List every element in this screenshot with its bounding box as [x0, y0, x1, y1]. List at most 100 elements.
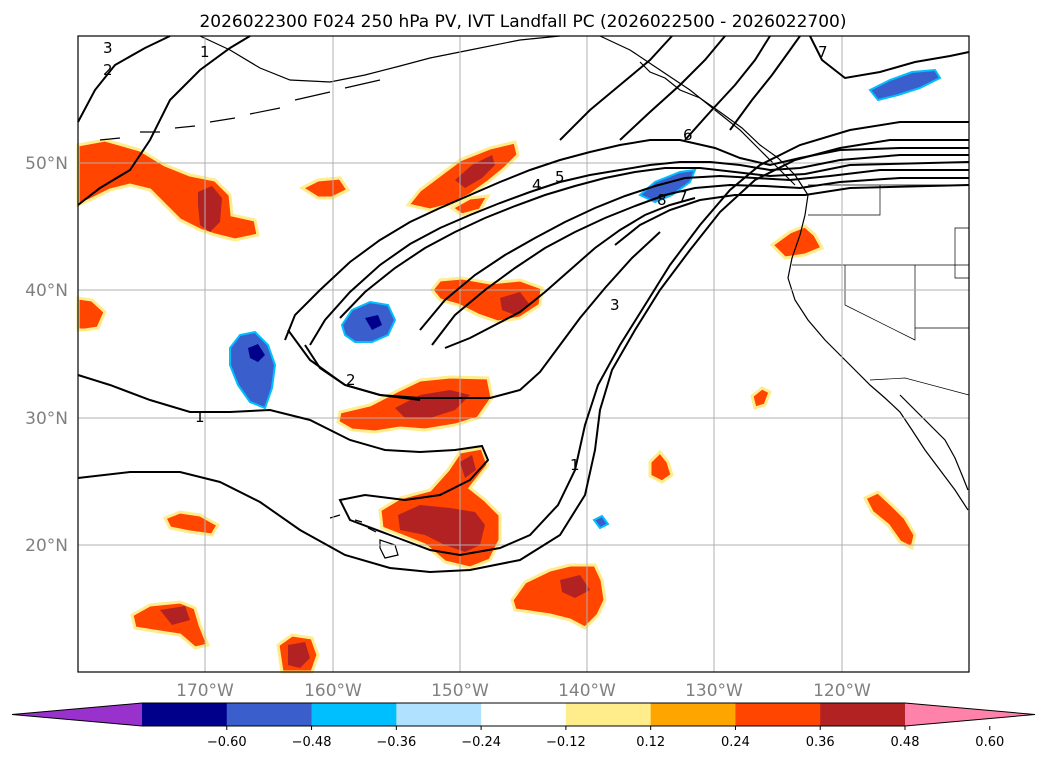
colorbar-segment [396, 703, 482, 726]
colorbar-segment [565, 703, 652, 726]
neg-blob-inner [365, 315, 382, 330]
colorbar-segment [481, 703, 567, 726]
state-border [954, 227, 969, 279]
shade-blob [648, 449, 674, 484]
colorbar-segment [650, 703, 736, 726]
shade-blob-inner [460, 455, 476, 478]
contour-1-outer [77, 139, 969, 574]
contour-label: 1 [195, 408, 205, 426]
us-mexico-border [869, 377, 970, 396]
contour-label: 3 [610, 296, 620, 314]
lat-label-30: 30°N [25, 409, 68, 429]
colorbar-segment [820, 703, 906, 726]
contour-label: 7 [678, 188, 688, 206]
figure-title: 2026022300 F024 250 hPa PV, IVT Landfall… [199, 12, 846, 32]
shade-blob-inner [560, 575, 590, 598]
contour-label: 4 [532, 176, 542, 194]
colorbar-tick-label: −0.60 [207, 735, 247, 750]
contour-label: 2 [346, 371, 356, 389]
lat-label-40: 40°N [25, 281, 68, 301]
contour-northeast-4 [729, 35, 801, 131]
lon-labels: 170°W 160°W 150°W 140°W 130°W 120°W [176, 681, 871, 701]
contour-label: 2 [103, 61, 113, 79]
lon-label-160: 160°W [304, 681, 362, 701]
colorbar-extend-max [905, 703, 1035, 726]
shade-blob [298, 176, 351, 200]
lon-label-120: 120°W [813, 681, 871, 701]
positive-pv-shading [76, 138, 917, 674]
colorbar-segment [311, 703, 397, 726]
contour-top-right [809, 35, 970, 80]
shade-blob [130, 600, 211, 650]
lon-label-140: 140°W [558, 681, 616, 701]
colorbar-extend-min [12, 703, 142, 726]
colorbar-tick-label: −0.36 [376, 735, 416, 750]
contour-labels: 3 2 1 7 6 4 5 8 7 3 2 1 1 [103, 39, 828, 474]
contour-northeast-3 [684, 35, 771, 141]
contour-2-north [77, 35, 171, 123]
shade-blob-inner [288, 642, 310, 668]
contour-label: 1 [200, 43, 210, 61]
baja-coast [899, 394, 969, 491]
contour-northeast [559, 35, 673, 141]
contour-1-south [77, 121, 969, 557]
bc-coast [639, 61, 809, 196]
colorbar-segment [142, 703, 228, 726]
contour-label: 7 [818, 43, 828, 61]
colorbar-tick-label: 0.60 [975, 735, 1004, 750]
state-border [808, 185, 881, 216]
contour-6 [431, 177, 969, 346]
neg-blob [868, 68, 942, 102]
shade-blob [750, 386, 772, 410]
state-border [844, 265, 916, 341]
lon-label-130: 130°W [685, 681, 743, 701]
colorbar-tick-label: −0.48 [292, 735, 332, 750]
contour-label: 8 [657, 191, 667, 209]
neg-blob-inner [248, 344, 265, 362]
colorbar-tick-label: 0.48 [891, 735, 920, 750]
hawaii [329, 514, 399, 559]
shade-blob-inner [398, 505, 485, 552]
shade-blob-inner [160, 606, 190, 625]
ivt-contours [77, 35, 970, 574]
colorbar-outline [11, 702, 1036, 727]
colorbar-segment [735, 703, 821, 726]
contour-1-north [77, 35, 251, 206]
colorbar-tick-label: 0.24 [721, 735, 750, 750]
neg-blob [229, 330, 277, 410]
map-background [78, 36, 969, 672]
contour-4 [339, 161, 970, 319]
contour-label: 5 [555, 168, 565, 186]
colorbar: −0.60 −0.48 −0.36 −0.24 −0.12 0.12 0.24 0.36 0.4… [11, 702, 1036, 750]
map-area: 3 2 1 7 6 4 5 8 7 3 2 1 1 [76, 35, 970, 674]
lon-label-170: 170°W [176, 681, 234, 701]
shade-blob [862, 490, 917, 551]
contour-northeast-2 [619, 35, 726, 141]
colorbar-tick-label: −0.12 [546, 735, 586, 750]
political-borders [792, 184, 970, 396]
contour-2-south-closed [287, 329, 421, 401]
neg-blob [592, 514, 610, 530]
colorbar-tick-label: −0.24 [461, 735, 501, 750]
contour-3 [309, 154, 969, 346]
contour-label: 3 [103, 39, 113, 57]
contour-2 [284, 139, 969, 341]
map-frame [77, 35, 970, 673]
lat-labels: 50°N 40°N 30°N 20°N [25, 154, 68, 556]
contour-inner-ring [444, 197, 696, 349]
lat-label-20: 20°N [25, 536, 68, 556]
contour-label: 6 [683, 126, 693, 144]
contour-5 [419, 169, 969, 331]
lon-label-150: 150°W [431, 681, 489, 701]
colorbar-tick-label: 0.12 [636, 735, 665, 750]
lat-label-50: 50°N [25, 154, 68, 174]
us-west-coast [787, 194, 969, 511]
contour-7 [614, 184, 970, 246]
aleutians [99, 79, 381, 141]
gridlines [78, 36, 969, 672]
colorbar-tick-label: 0.36 [806, 735, 835, 750]
shade-blob-inner [198, 186, 222, 232]
contour-label: 1 [570, 456, 580, 474]
colorbar-segment [226, 703, 313, 726]
